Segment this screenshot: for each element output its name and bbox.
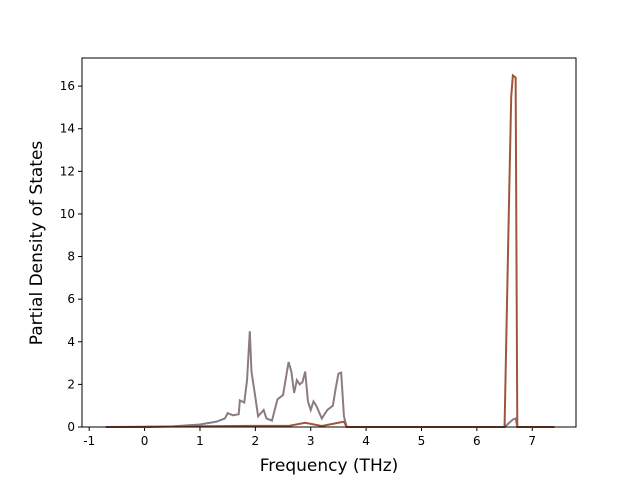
x-tick-label: 6	[473, 434, 481, 448]
series-line	[105, 331, 555, 428]
plot-frame	[81, 57, 577, 428]
y-tick-label: 2	[67, 377, 75, 391]
x-tick-label: 3	[307, 434, 315, 448]
y-axis-label: Partial Density of States	[27, 141, 47, 346]
y-tick-label: 4	[67, 335, 75, 349]
y-tick-label: 6	[67, 292, 75, 306]
x-tick-label: 7	[528, 434, 536, 448]
y-tick-label: 0	[67, 420, 75, 434]
x-tick-label: -1	[83, 434, 95, 448]
y-tick-label: 14	[60, 122, 75, 136]
x-tick-label: 0	[141, 434, 149, 448]
series-line	[105, 73, 555, 428]
y-tick-label: 16	[60, 79, 75, 93]
x-tick-label: 2	[252, 434, 260, 448]
y-tick-label: 12	[60, 164, 75, 178]
x-tick-label: 1	[196, 434, 204, 448]
y-tick-label: 10	[60, 207, 75, 221]
x-tick-label: 5	[418, 434, 426, 448]
x-tick-label: 4	[362, 434, 370, 448]
y-tick-label: 8	[67, 250, 75, 264]
x-axis-label: Frequency (THz)	[260, 456, 399, 476]
